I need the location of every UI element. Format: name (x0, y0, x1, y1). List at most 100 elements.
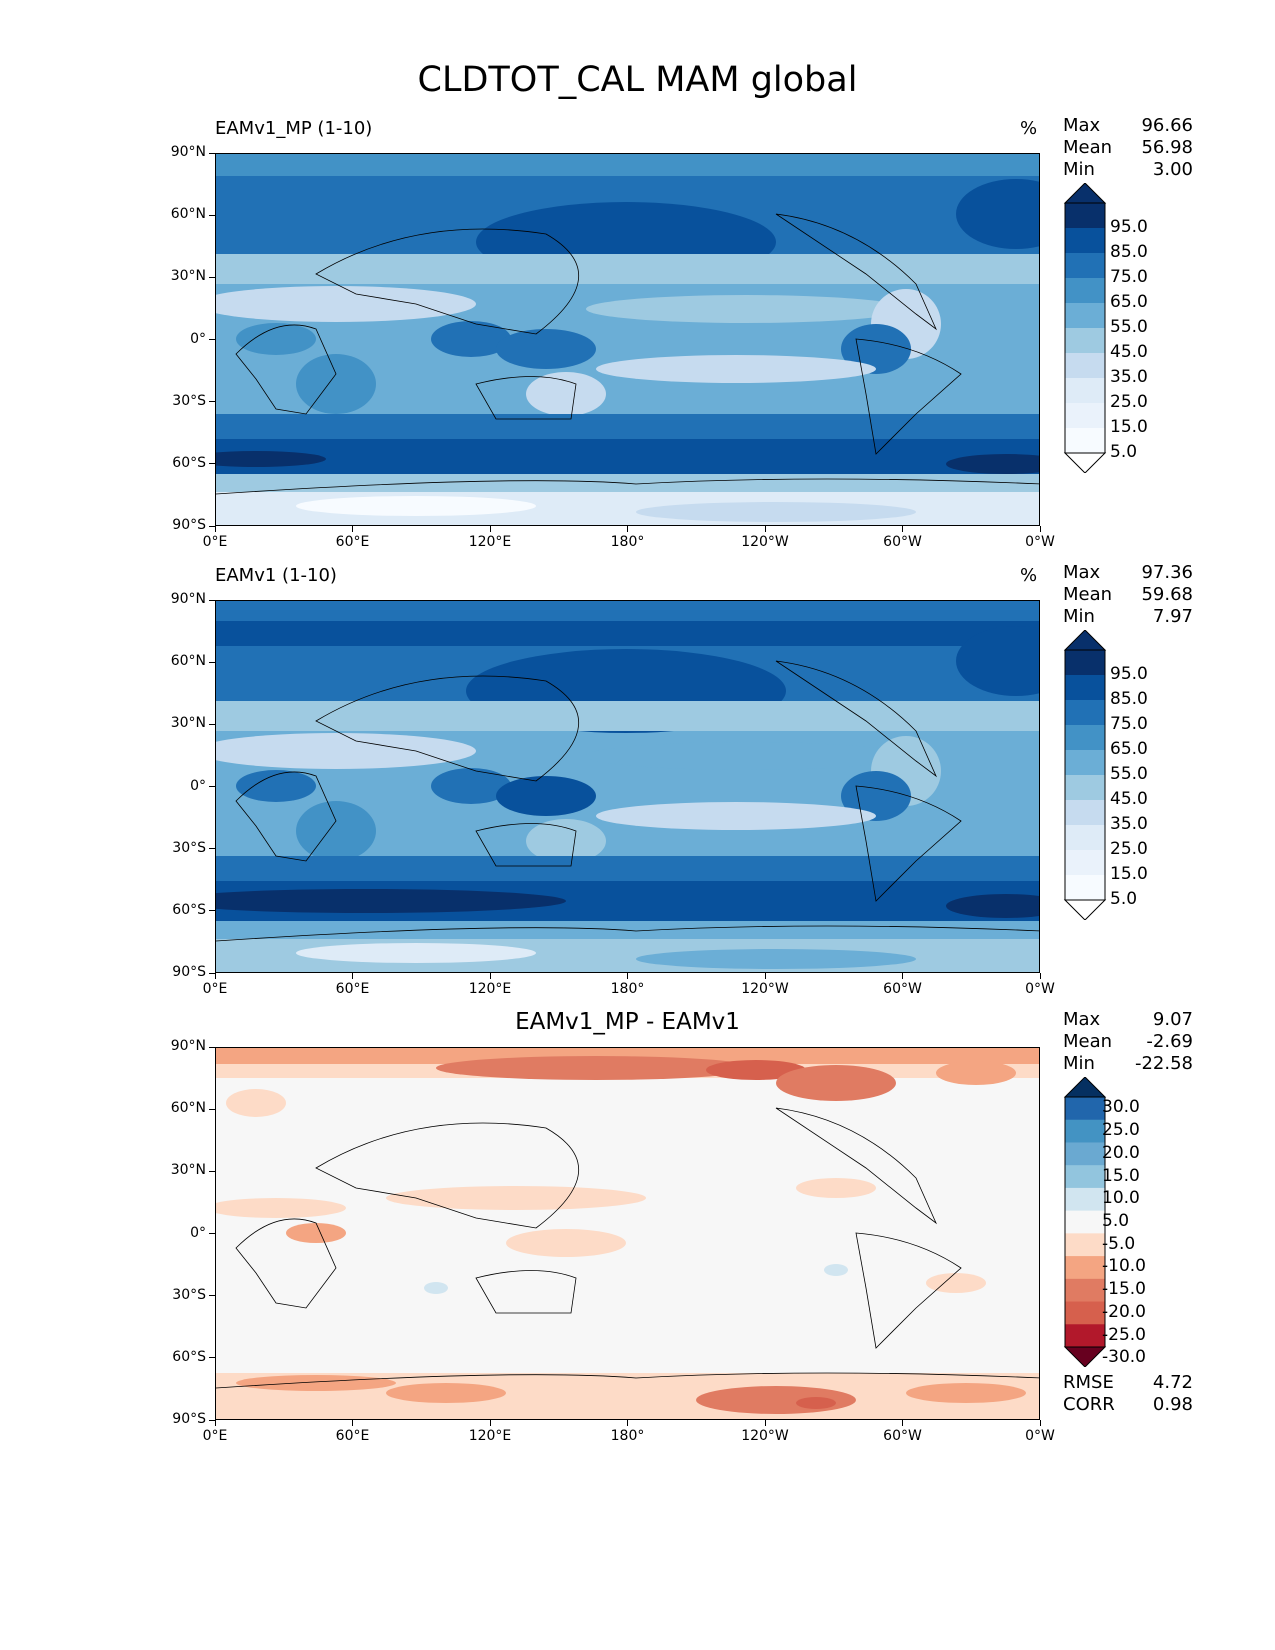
colorbar-tick-label: -10.0 (1102, 1256, 1146, 1277)
panel-1-map (215, 153, 1040, 526)
lon-tick (627, 973, 628, 979)
colorbar-band (1065, 1119, 1105, 1143)
colorbar-tick-label: 75.0 (1110, 714, 1148, 734)
lon-tick (1039, 1420, 1041, 1426)
lat-tick (209, 1046, 215, 1048)
colorbar-top-extend (1063, 630, 1107, 651)
colorbar-band (1065, 1324, 1105, 1348)
lon-tick-label: 180° (610, 1428, 645, 1444)
colorbar-tick-label: 45.0 (1110, 789, 1148, 809)
colorbar-bottom-extend (1063, 899, 1107, 920)
colorbar-tick-label: 95.0 (1110, 217, 1148, 237)
lon-tick-label: 120°E (468, 981, 512, 997)
lat-tick-label: 90°N (170, 1038, 206, 1054)
lon-tick (764, 973, 766, 979)
colorbar-tick-label: 45.0 (1110, 342, 1148, 362)
lon-tick (489, 526, 491, 532)
lon-tick (902, 1420, 903, 1426)
panel-3-extra-stats: RMSE 4.72 CORR 0.98 (1063, 1372, 1193, 1416)
lat-tick-label: 0° (190, 330, 206, 347)
panel-2-units: % (1020, 565, 1038, 586)
lon-tick-label: 180° (610, 981, 645, 997)
colorbar-bottom-extend (1063, 452, 1107, 473)
lat-tick-label: 0° (190, 1224, 206, 1241)
lon-tick (1039, 973, 1041, 979)
stat-min-value: 3.00 (1152, 159, 1193, 180)
lon-tick (627, 1420, 628, 1426)
lon-tick (764, 1420, 766, 1426)
colorbar-band (1065, 353, 1105, 379)
colorbar-tick-label: 75.0 (1110, 267, 1148, 287)
stat-max-value: 9.07 (1152, 1009, 1193, 1030)
panel-1-stats: Max 96.66 Mean 56.98 Min 3.00 (1063, 115, 1193, 181)
lon-tick (902, 526, 903, 532)
lat-tick (209, 972, 215, 974)
colorbar-tick-label: 55.0 (1110, 764, 1148, 784)
colorbar-top-extend (1063, 183, 1107, 204)
colorbar-tick-label: -25.0 (1102, 1324, 1146, 1345)
colorbar-tick-label: 35.0 (1110, 814, 1148, 834)
colorbar-band (1065, 403, 1105, 429)
lat-tick-label: 90°N (170, 144, 206, 160)
lon-tick-label: 0°E (202, 534, 228, 550)
colorbar-tick-label: -15.0 (1102, 1279, 1146, 1300)
lat-tick (209, 339, 215, 340)
colorbar-tick-label: 10.0 (1102, 1188, 1140, 1209)
colorbar-band (1065, 850, 1105, 876)
colorbar-tick-label: 55.0 (1110, 317, 1148, 337)
stat-min-label: Min (1063, 159, 1095, 180)
colorbar-band (1065, 378, 1105, 404)
lon-tick-label: 120°W (741, 534, 789, 550)
lat-tick-label: 30°N (170, 268, 206, 285)
lat-tick-label: 60°S (172, 1348, 206, 1365)
lat-tick-label: 90°N (170, 591, 206, 607)
stat-mean-value: 56.98 (1141, 137, 1193, 158)
stat-min-label: Min (1063, 1053, 1095, 1074)
stat-max-label: Max (1063, 562, 1101, 583)
colorbar-tick-label: -5.0 (1102, 1233, 1136, 1254)
colorbar-tick-label: 35.0 (1110, 367, 1148, 387)
lat-tick (209, 1295, 215, 1297)
stat-corr-label: CORR (1063, 1394, 1115, 1415)
colorbar-band (1065, 1142, 1105, 1166)
colorbar-bottom-extend (1063, 1346, 1107, 1367)
colorbar-band (1065, 1097, 1105, 1121)
lon-tick (902, 973, 903, 979)
panel-3-map (215, 1047, 1040, 1420)
panel-1: EAMv1_MP (1-10) % Max 96.66 Mean 56.98 Min… (0, 115, 1275, 585)
lon-tick (352, 973, 353, 979)
colorbar-tick-label: -20.0 (1102, 1301, 1146, 1322)
lat-tick-label: 60°N (170, 1100, 206, 1117)
lon-tick-label: 60°W (883, 981, 922, 997)
lat-tick (209, 525, 215, 527)
stat-min-label: Min (1063, 606, 1095, 627)
panel-3-colorbar (1063, 1077, 1107, 1367)
colorbar-tick-label: 15.0 (1110, 864, 1148, 884)
colorbar-band (1065, 1256, 1105, 1280)
colorbar-tick-label: 15.0 (1110, 417, 1148, 437)
colorbar-band (1065, 650, 1105, 676)
lat-tick-label: 60°S (172, 901, 206, 918)
lon-tick (627, 526, 628, 532)
colorbar-tick-label: 25.0 (1110, 839, 1148, 859)
lon-tick-label: 60°E (335, 1428, 370, 1444)
lon-tick-label: 180° (610, 534, 645, 550)
colorbar-tick-label: 30.0 (1102, 1097, 1140, 1118)
stat-mean-label: Mean (1063, 584, 1113, 605)
colorbar-tick-label: 5.0 (1110, 889, 1138, 909)
stat-min-value: 7.97 (1152, 606, 1193, 627)
lat-tick-label: 90°S (172, 964, 206, 980)
colorbar-band (1065, 1165, 1105, 1189)
lat-tick-label: 0° (190, 777, 206, 794)
stat-rmse-value: 4.72 (1152, 1372, 1193, 1393)
lat-tick (209, 848, 215, 850)
lon-tick (352, 1420, 353, 1426)
colorbar-tick-label: 65.0 (1110, 739, 1148, 759)
colorbar-tick-label: 85.0 (1110, 242, 1148, 262)
lon-tick-label: 0°W (1025, 981, 1055, 997)
lon-tick-label: 120°E (468, 1428, 512, 1444)
lon-tick (214, 1420, 216, 1426)
lat-tick (209, 463, 215, 465)
lat-tick (209, 152, 215, 154)
lon-tick (352, 526, 353, 532)
